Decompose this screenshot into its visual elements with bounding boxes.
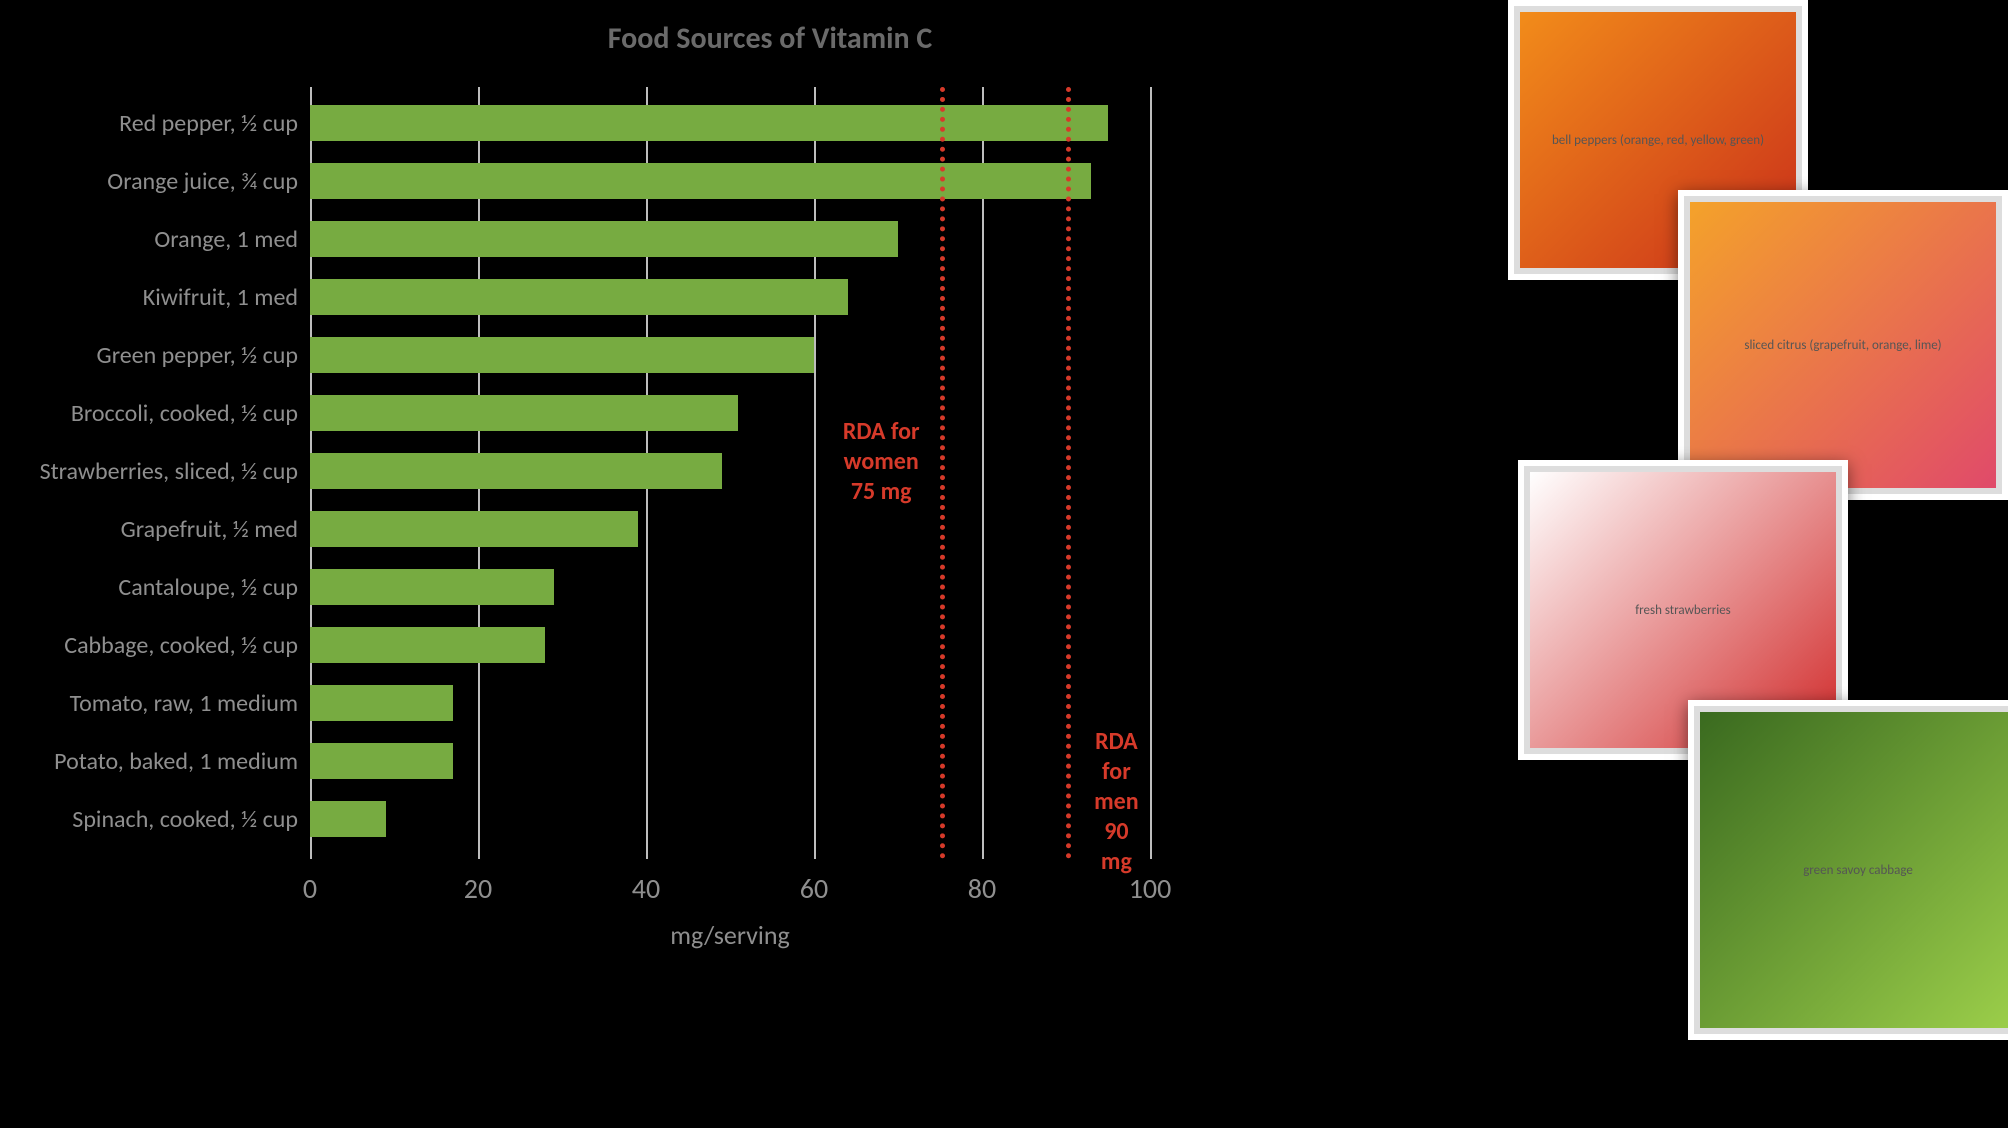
bar — [310, 569, 554, 605]
bar-label: Cabbage, cooked, ½ cup — [64, 631, 310, 660]
photo-placeholder: green savoy cabbage — [1700, 712, 2008, 1028]
bar — [310, 627, 545, 663]
bar-row: Spinach, cooked, ½ cup — [310, 801, 386, 837]
reference-label: RDA formen90 mg — [1094, 727, 1138, 877]
bar-row: Orange, 1 med — [310, 221, 898, 257]
photo-placeholder: sliced citrus (grapefruit, orange, lime) — [1690, 202, 1996, 488]
bar-row: Broccoli, cooked, ½ cup — [310, 395, 738, 431]
bar-label: Green pepper, ½ cup — [97, 341, 310, 370]
bar-row: Grapefruit, ½ med — [310, 511, 638, 547]
bar — [310, 453, 722, 489]
bar-row: Kiwifruit, 1 med — [310, 279, 848, 315]
chart-plot-area: 020406080100mg/servingRed pepper, ½ cupO… — [310, 87, 1150, 859]
x-axis-label: mg/serving — [670, 919, 790, 951]
reference-label: RDA forwomen75 mg — [843, 417, 920, 507]
bar-row: Strawberries, sliced, ½ cup — [310, 453, 722, 489]
bar-label: Kiwifruit, 1 med — [143, 283, 310, 312]
gridline — [814, 87, 816, 859]
photo-citrus: sliced citrus (grapefruit, orange, lime) — [1678, 190, 2008, 500]
bar-label: Grapefruit, ½ med — [121, 515, 310, 544]
gridline — [1150, 87, 1152, 859]
bar — [310, 743, 453, 779]
bar-row: Green pepper, ½ cup — [310, 337, 814, 373]
bar-label: Broccoli, cooked, ½ cup — [71, 399, 310, 428]
x-axis-tick: 40 — [632, 871, 660, 906]
chart-title: Food Sources of Vitamin C — [60, 20, 1480, 57]
bar — [310, 801, 386, 837]
x-axis-tick: 20 — [464, 871, 492, 906]
bar — [310, 511, 638, 547]
x-axis-tick: 0 — [303, 871, 317, 906]
gridline — [982, 87, 984, 859]
bar-row: Cantaloupe, ½ cup — [310, 569, 554, 605]
reference-line — [940, 87, 945, 859]
bar — [310, 221, 898, 257]
bar-row: Orange juice, ¾ cup — [310, 163, 1091, 199]
x-axis-tick: 60 — [800, 871, 828, 906]
bar-label: Strawberries, sliced, ½ cup — [40, 457, 310, 486]
bar-label: Cantaloupe, ½ cup — [118, 573, 310, 602]
reference-line — [1066, 87, 1071, 859]
bar — [310, 105, 1108, 141]
bar-label: Orange, 1 med — [154, 225, 310, 254]
photo-cabbage: green savoy cabbage — [1688, 700, 2008, 1040]
bar — [310, 337, 814, 373]
bar-row: Cabbage, cooked, ½ cup — [310, 627, 545, 663]
bar-label: Orange juice, ¾ cup — [107, 167, 310, 196]
bar-row: Tomato, raw, 1 medium — [310, 685, 453, 721]
bar — [310, 279, 848, 315]
photo-stack: bell peppers (orange, red, yellow, green… — [1488, 0, 2008, 1128]
bar-label: Tomato, raw, 1 medium — [70, 689, 310, 718]
bar-row: Red pepper, ½ cup — [310, 105, 1108, 141]
vitamin-c-chart: Food Sources of Vitamin C 020406080100mg… — [60, 20, 1480, 1020]
bar-label: Red pepper, ½ cup — [119, 109, 310, 138]
x-axis-tick: 80 — [968, 871, 996, 906]
bar-row: Potato, baked, 1 medium — [310, 743, 453, 779]
bar-label: Spinach, cooked, ½ cup — [72, 805, 310, 834]
bar — [310, 685, 453, 721]
bar — [310, 395, 738, 431]
bar — [310, 163, 1091, 199]
bar-label: Potato, baked, 1 medium — [54, 747, 310, 776]
